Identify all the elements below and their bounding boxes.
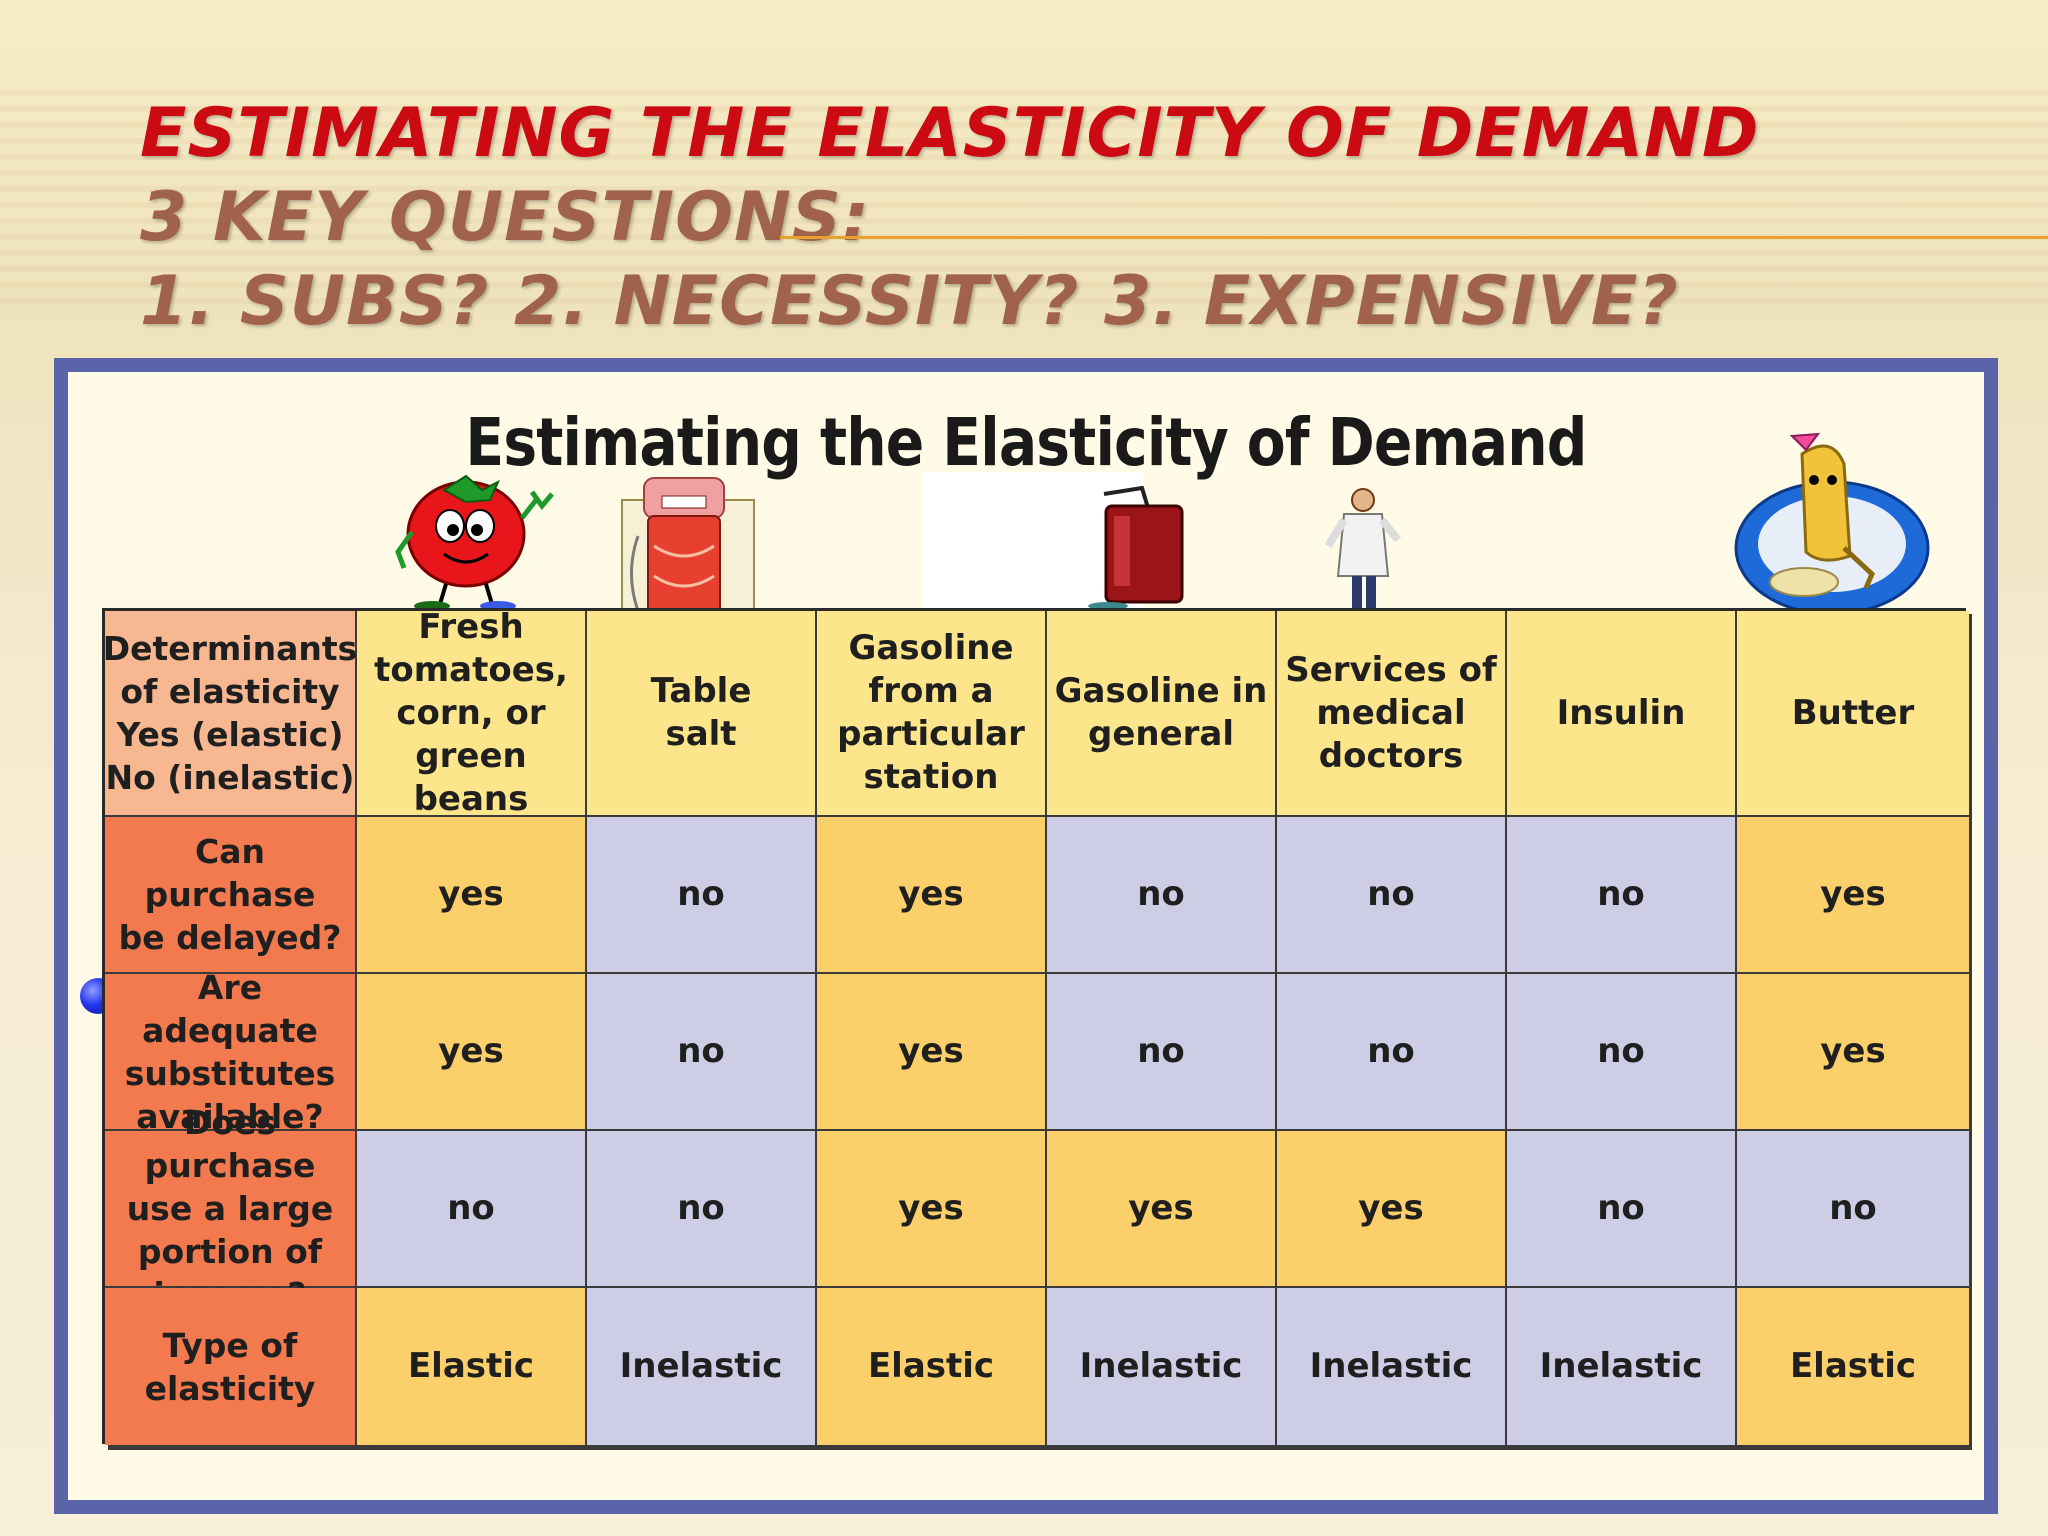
row-label: Can purchase be delayed? <box>105 817 357 974</box>
table-cell: yes <box>817 974 1047 1131</box>
table-cell: yes <box>1737 817 1969 974</box>
table-cell: Elastic <box>817 1288 1047 1445</box>
table-cell: no <box>587 1131 817 1288</box>
table-cell: yes <box>1047 1131 1277 1288</box>
table-cell: Elastic <box>357 1288 587 1445</box>
table-cell: yes <box>817 1131 1047 1288</box>
slide-title-line-3: 1. SUBS? 2. NECESSITY? 3. EXPENSIVE? <box>140 262 1679 341</box>
figure-frame: Estimating the Elasticity of Demand <box>54 358 1998 1514</box>
table-cell: no <box>587 817 817 974</box>
table-cell: no <box>357 1131 587 1288</box>
table-cell: no <box>1737 1131 1969 1288</box>
table-cell: Inelastic <box>1507 1288 1737 1445</box>
title-divider <box>780 236 2048 239</box>
table-cell: yes <box>357 817 587 974</box>
column-header: Insulin <box>1507 611 1737 817</box>
table-cell: no <box>587 974 817 1131</box>
corner-header: Determinants of elasticity Yes (elastic)… <box>103 611 357 817</box>
figure-title: Estimating the Elasticity of Demand <box>465 404 1587 481</box>
slide-title-line-1: ESTIMATING THE ELASTICITY OF DEMAND <box>140 94 1760 173</box>
table-cell: Inelastic <box>1277 1288 1507 1445</box>
background-stripes <box>0 90 2048 310</box>
table-cell: no <box>1507 817 1737 974</box>
table-cell: no <box>1047 817 1277 974</box>
table-cell: Inelastic <box>587 1288 817 1445</box>
column-header: Table salt <box>587 611 817 817</box>
tomato-icon <box>395 474 554 611</box>
column-header: Services of medical doctors <box>1277 611 1507 817</box>
table-cell: Inelastic <box>1047 1288 1277 1445</box>
table-cell: no <box>1277 817 1507 974</box>
table-cell: no <box>1507 1131 1737 1288</box>
table-cell: no <box>1047 974 1277 1131</box>
table-cell: yes <box>1737 974 1969 1131</box>
row-label: Are adequate substitutes available? <box>105 968 357 1136</box>
elasticity-table: Determinants of elasticity Yes (elastic)… <box>102 607 1969 1445</box>
table-cell: yes <box>1277 1131 1507 1288</box>
gas-can-icon <box>1088 485 1184 610</box>
slide-title-line-2: 3 KEY QUESTIONS: <box>140 178 871 257</box>
table-cell: yes <box>357 974 587 1131</box>
column-header: Gasoline from a particular station <box>817 611 1047 817</box>
row-label: Type of elasticity <box>105 1288 357 1445</box>
table-cell: no <box>1277 974 1507 1131</box>
row-label: Does purchase use a large portion of inc… <box>105 1103 357 1314</box>
table-cell: no <box>1507 974 1737 1131</box>
table-cell: yes <box>817 817 1047 974</box>
slide-title: ESTIMATING THE ELASTICITY OF DEMAND 3 KE… <box>140 92 2020 344</box>
table-cell: Elastic <box>1737 1288 1969 1445</box>
column-header: Fresh tomatoes, corn, or green beans <box>357 607 587 819</box>
column-header: Butter <box>1737 611 1969 817</box>
butter-icon <box>1734 432 1930 616</box>
doctor-icon <box>1324 488 1402 630</box>
column-header: Gasoline in general <box>1047 611 1277 817</box>
